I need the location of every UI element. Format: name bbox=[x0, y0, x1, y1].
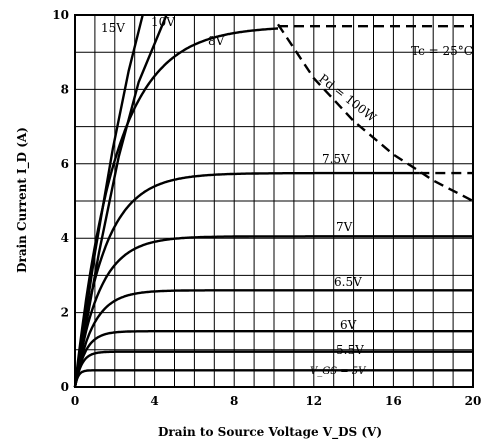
tick-labels: 0 4 8 12 16 20 0 2 4 6 8 10 bbox=[52, 8, 481, 408]
series-line bbox=[73, 289, 473, 388]
x-tick-label: 4 bbox=[150, 394, 158, 408]
plot-frame bbox=[74, 14, 474, 388]
curve-label: 7V bbox=[336, 220, 353, 234]
y-tick-label: 10 bbox=[52, 8, 69, 22]
curve-label: 10V bbox=[151, 15, 175, 29]
temperature-annotation: Tc = 25°C bbox=[411, 44, 473, 58]
power-limit-annotation: Pd = 100W bbox=[316, 71, 379, 125]
y-tick-label: 8 bbox=[61, 82, 69, 96]
series-line bbox=[73, 14, 168, 388]
x-tick-label: 0 bbox=[71, 394, 79, 408]
y-tick-label: 6 bbox=[61, 157, 69, 171]
curve-labels: V_GS = 5V 5.5V 6V 6.5V 7V 7.5V 8V 10V 15V bbox=[101, 15, 367, 377]
y-tick-label: 4 bbox=[61, 231, 69, 245]
x-tick-label: 12 bbox=[305, 394, 322, 408]
y-axis-label: Drain Current I_D (A) bbox=[15, 127, 30, 273]
x-tick-label: 8 bbox=[230, 394, 238, 408]
series-line bbox=[73, 171, 420, 388]
curve-label: V_GS = 5V bbox=[310, 366, 367, 377]
series-line bbox=[73, 369, 473, 388]
series-line bbox=[73, 14, 144, 388]
series-line bbox=[73, 350, 473, 388]
series-line bbox=[73, 330, 473, 388]
curve-label: 6V bbox=[340, 318, 357, 332]
x-axis-label: Drain to Source Voltage V_DS (V) bbox=[158, 425, 382, 440]
x-tick-label: 16 bbox=[385, 394, 402, 408]
power-limit-line bbox=[277, 23, 474, 203]
curve-label: 15V bbox=[101, 21, 125, 35]
y-tick-label: 0 bbox=[61, 380, 69, 394]
x-tick-label: 20 bbox=[465, 394, 482, 408]
grid bbox=[75, 15, 473, 387]
series-line bbox=[73, 235, 473, 388]
curve-label: 6.5V bbox=[334, 275, 362, 289]
curve-label: 8V bbox=[208, 34, 225, 48]
series-line bbox=[73, 27, 278, 388]
y-tick-label: 2 bbox=[61, 306, 69, 320]
curve-label: 7.5V bbox=[322, 152, 350, 166]
curves bbox=[73, 14, 474, 388]
curve-label: 5.5V bbox=[336, 343, 364, 357]
